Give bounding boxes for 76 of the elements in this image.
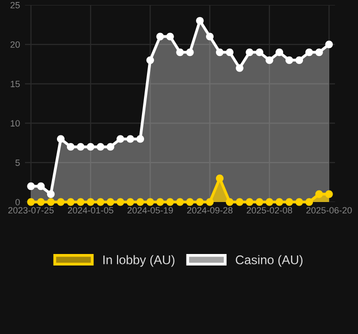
point	[37, 198, 45, 206]
x-tick-label: 2023-07-25	[8, 207, 54, 214]
point	[236, 64, 244, 72]
point	[126, 198, 134, 206]
x-tick-label: 2025-06-20	[306, 207, 352, 214]
y-tick-label: 15	[10, 80, 20, 88]
point	[176, 48, 184, 56]
point	[256, 198, 264, 206]
point	[76, 198, 84, 206]
point	[315, 190, 323, 198]
point	[266, 56, 274, 64]
point	[106, 143, 114, 151]
y-tick-label: 25	[10, 2, 20, 8]
point	[116, 135, 124, 143]
point	[27, 198, 35, 206]
point	[146, 56, 154, 64]
point	[156, 32, 164, 40]
point	[186, 48, 194, 56]
point	[216, 48, 224, 56]
point	[126, 135, 134, 143]
point	[47, 198, 55, 206]
point	[66, 198, 75, 206]
y-tick-label: 10	[10, 120, 20, 127]
legend-label: In lobby (AU)	[103, 255, 174, 267]
point	[166, 198, 174, 206]
point	[66, 143, 75, 151]
point	[47, 190, 55, 198]
point	[186, 198, 194, 206]
point	[236, 198, 244, 206]
x-tick-label: 2024-05-19	[128, 207, 173, 214]
point	[146, 198, 154, 206]
point	[315, 48, 323, 56]
y-tick-label: 20	[10, 41, 20, 48]
point	[216, 174, 224, 182]
point	[27, 182, 35, 190]
point	[96, 143, 104, 151]
point	[76, 143, 84, 151]
point	[86, 198, 94, 206]
point	[295, 198, 304, 206]
point	[116, 198, 124, 206]
point	[325, 40, 333, 48]
point	[285, 198, 294, 206]
point	[176, 198, 184, 206]
point	[136, 135, 144, 143]
point	[325, 190, 333, 198]
point	[246, 198, 254, 206]
point	[206, 32, 214, 40]
point	[196, 198, 204, 206]
point	[106, 198, 114, 206]
point	[226, 198, 234, 206]
point	[246, 48, 254, 56]
point	[256, 48, 264, 56]
point	[156, 198, 164, 206]
x-tick-label: 2024-01-05	[68, 207, 114, 214]
point	[305, 48, 313, 56]
x-tick-label: 2025-02-08	[246, 207, 292, 214]
y-tick-label: 0	[15, 198, 20, 206]
point	[196, 16, 204, 25]
point	[96, 198, 104, 206]
point	[206, 198, 214, 206]
point	[166, 32, 174, 40]
point	[56, 198, 65, 206]
point	[276, 48, 284, 56]
point	[226, 48, 234, 56]
legend-label: Casino (AU)	[236, 255, 302, 267]
point	[136, 198, 144, 206]
x-tick-label: 2024-09-28	[187, 207, 233, 214]
point	[295, 56, 304, 64]
y-tick-label: 5	[15, 160, 20, 166]
point	[37, 182, 45, 190]
point	[285, 56, 294, 64]
point	[266, 198, 274, 206]
point	[305, 198, 313, 206]
point	[276, 198, 284, 206]
point	[56, 135, 65, 143]
point	[86, 143, 94, 151]
